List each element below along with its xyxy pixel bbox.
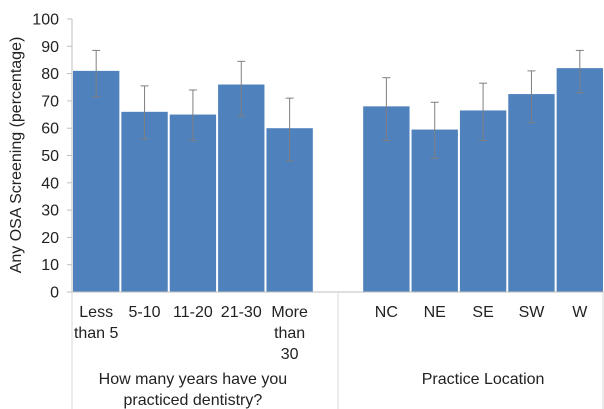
y-axis-label: Any OSA Screening (percentage) <box>8 37 25 274</box>
x-tick-label: 21-30 <box>221 304 262 321</box>
x-tick-label: 11-20 <box>173 304 213 321</box>
bar <box>169 114 217 292</box>
group-label: Practice Location <box>422 371 545 388</box>
x-tick-label: NC <box>375 304 398 321</box>
bar <box>556 68 603 292</box>
x-tick-label: than <box>274 325 305 342</box>
group-label: How many years have you <box>99 371 288 388</box>
y-tick-label: 80 <box>41 66 59 83</box>
y-axis: 0 10 20 30 40 50 60 70 80 90 100 <box>32 12 73 302</box>
bar <box>218 84 265 293</box>
y-tick-label: 20 <box>41 230 59 247</box>
bar <box>121 111 168 292</box>
error-bars <box>92 49 584 162</box>
x-tick-label: Less <box>79 304 113 321</box>
x-tick-label: than 5 <box>74 325 119 342</box>
x-axis: Less than 5 5-10 11-20 21-30 More than 30 NC NE SE… <box>71 291 604 409</box>
y-tick-label: 60 <box>41 121 59 138</box>
y-tick-label: 100 <box>32 12 59 29</box>
y-tick-label: 70 <box>41 93 59 110</box>
bar <box>508 94 555 292</box>
y-tick-label: 10 <box>41 257 59 274</box>
y-tick-label: 90 <box>41 39 59 56</box>
x-tick-label: W <box>572 304 588 321</box>
x-tick-label: NE <box>424 304 446 321</box>
y-tick-label: 50 <box>41 148 59 165</box>
y-tick-label: 40 <box>41 175 59 192</box>
y-tick-label: 30 <box>41 203 59 220</box>
group-label: practiced dentistry? <box>124 392 263 409</box>
y-tick-label: 0 <box>50 285 59 302</box>
bar <box>73 70 120 293</box>
x-tick-label: 5-10 <box>129 304 161 321</box>
x-tick-label: SW <box>519 304 546 321</box>
bars <box>73 68 603 293</box>
x-tick-label: More <box>271 304 308 321</box>
x-tick-label: 30 <box>281 346 299 363</box>
x-tick-label: SE <box>472 304 493 321</box>
